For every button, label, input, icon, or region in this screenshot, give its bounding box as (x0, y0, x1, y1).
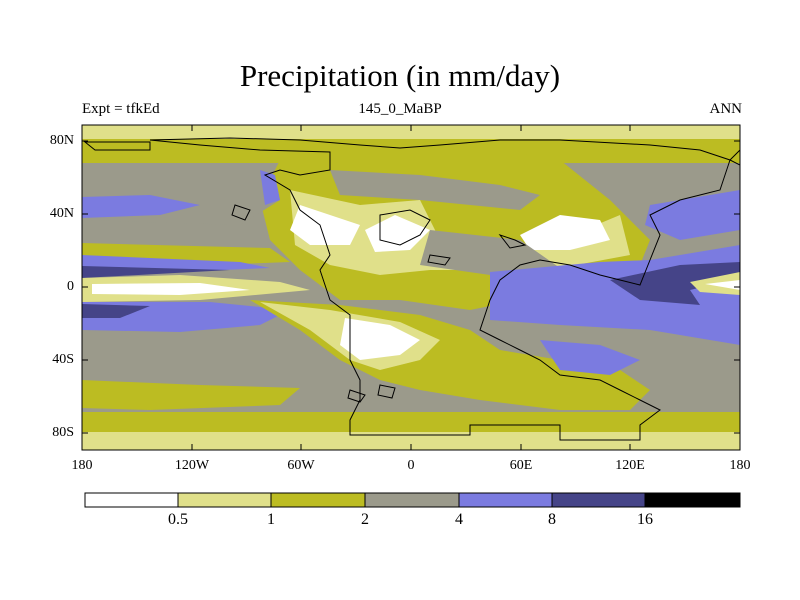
field-north-continent-light (290, 190, 630, 275)
colorbar-swatch-7 (645, 493, 740, 507)
coastline-island-5 (377, 384, 396, 399)
lon-tick-label: 60W (287, 458, 315, 473)
colorbar-label: 8 (548, 511, 556, 528)
field-south-blue-strip (540, 340, 640, 375)
experiment-label: Expt = tfkEd (82, 101, 160, 117)
field-south-light (82, 432, 740, 450)
precipitation-field (82, 125, 740, 450)
coastline-island-2 (427, 254, 451, 266)
lat-tick-label: 80N (49, 133, 74, 148)
coastline-inland-sea (379, 209, 431, 246)
field-dry-south (340, 318, 420, 360)
colorbar-swatch-2 (178, 493, 271, 507)
season-label: ANN (709, 101, 743, 117)
continent-outlines (83, 137, 740, 441)
colorbar (84, 492, 741, 508)
colorbar-frame (84, 492, 741, 508)
coastline-island-4 (347, 389, 366, 403)
axis-ticks (81, 125, 741, 450)
field-east-equator-dry (705, 280, 740, 290)
colorbar-swatch-6 (552, 493, 645, 507)
field-east-blue (645, 190, 740, 240)
coastline-arctic-west (83, 141, 151, 151)
coastline-main (149, 137, 731, 441)
colorbar-label: 0.5 (168, 511, 188, 528)
lon-tick-label: 60E (509, 458, 533, 473)
field-west-blue (82, 195, 200, 218)
colorbar-swatch-4 (365, 493, 459, 507)
lat-tick-label: 40S (52, 352, 74, 367)
lat-tick-label: 80S (52, 425, 74, 440)
field-dry-north-center (365, 215, 430, 252)
field-dry-north-east (520, 215, 610, 250)
coastline-arctic-east (729, 149, 740, 166)
map-title: Precipitation (in mm/day) (239, 58, 561, 93)
field-north-blue-patch (260, 170, 280, 205)
lat-tick-label: 0 (67, 279, 74, 294)
colorbar-label: 2 (361, 511, 369, 528)
lon-tick-label: 180 (729, 458, 751, 473)
field-itcz-north-dark (82, 266, 230, 278)
lat-tick-label: 40N (49, 206, 74, 221)
lon-tick-label: 120E (615, 458, 645, 473)
colorbar-swatch-5 (459, 493, 552, 507)
field-warm-pool-dark (610, 262, 740, 305)
field-north-gray-strip (330, 170, 540, 210)
coastline-island-3 (498, 234, 527, 249)
lon-tick-label: 180 (71, 458, 93, 473)
field-south-tropic-dark (82, 304, 150, 318)
lon-tick-label: 120W (174, 458, 210, 473)
colorbar-swatch-1 (85, 493, 178, 507)
colorbar-swatch-3 (271, 493, 365, 507)
colorbar-label: 4 (455, 511, 463, 528)
field-dry-north-west (290, 205, 360, 245)
period-label: 145_0_MaBP (358, 101, 442, 117)
field-equator-dry (92, 283, 250, 295)
lon-tick-label: 0 (407, 458, 415, 473)
colorbar-label: 16 (637, 511, 653, 528)
field-north-light (82, 125, 740, 139)
field-south-west-olive (82, 380, 300, 410)
coastline-island-1 (231, 204, 251, 221)
colorbar-label: 1 (267, 511, 275, 528)
